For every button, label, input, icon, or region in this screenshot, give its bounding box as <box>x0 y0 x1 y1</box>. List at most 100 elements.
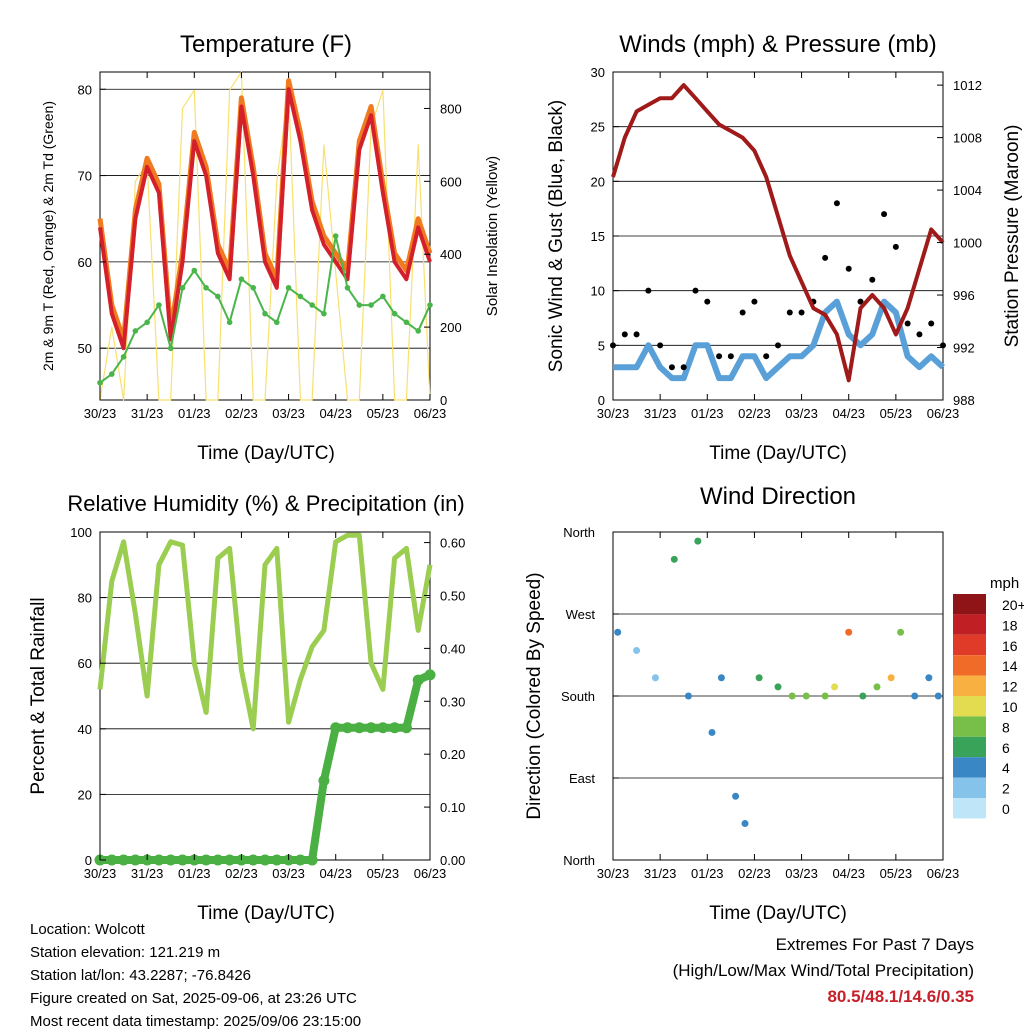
legend-swatch <box>953 655 986 676</box>
winds-x-label: Time (Day/UTC) <box>709 443 847 464</box>
y-tick-label: 80 <box>78 82 92 97</box>
direction-gridlines <box>613 613 943 779</box>
direction-point <box>755 674 763 682</box>
x-tick-label: 05/23 <box>880 866 913 881</box>
x-tick-label: 30/23 <box>597 866 630 881</box>
legend-label: 20+ <box>1002 597 1024 613</box>
x-tick-label: 04/23 <box>319 406 352 421</box>
x-tick-label: 01/23 <box>178 406 211 421</box>
humidity-ticks: 0 20 40 60 80 100 0.00 0.10 0.20 0.30 0.40 0.50 0.60… <box>70 525 465 881</box>
x-tick-label: 03/23 <box>785 406 818 421</box>
temperature-y-right-label: Solar Insolation (Yellow) <box>484 156 501 316</box>
temperature-title: Temperature (F) <box>180 31 352 58</box>
gust-point <box>881 211 888 218</box>
legend-swatch <box>953 696 986 717</box>
speed-legend: mph 20+ 18 16 14 12 10 8 6 4 2 0 <box>953 575 1024 819</box>
temperature-series <box>97 71 433 401</box>
gust-point <box>739 309 746 316</box>
legend-label: 0 <box>1002 801 1010 817</box>
gust-point <box>822 254 829 261</box>
y2-tick-label: 0.60 <box>440 536 465 551</box>
x-tick-label: 06/23 <box>927 866 960 881</box>
extremes-subheading: (High/Low/Max Wind/Total Precipitation) <box>672 961 974 980</box>
x-tick-label: 01/23 <box>691 406 724 421</box>
direction-point <box>859 692 867 700</box>
y-tick-label: 25 <box>591 120 605 135</box>
x-tick-label: 30/23 <box>597 406 630 421</box>
humidity-y-left-label: Percent & Total Rainfall <box>28 597 49 794</box>
direction-point <box>732 792 740 800</box>
station-latlon: Station lat/lon: 43.2287; -76.8426 <box>30 967 252 984</box>
x-tick-label: 30/23 <box>84 866 117 881</box>
x-tick-label: 31/23 <box>644 866 677 881</box>
direction-point <box>614 628 622 636</box>
direction-point <box>684 692 692 700</box>
x-tick-label: 02/23 <box>738 406 771 421</box>
direction-point <box>774 683 782 691</box>
gust-point <box>680 364 687 371</box>
x-tick-label: 02/23 <box>225 406 258 421</box>
x-tick-label: 05/23 <box>367 406 400 421</box>
temperature-x-label: Time (Day/UTC) <box>197 443 335 464</box>
gust-point <box>727 353 734 360</box>
y2-tick-label: 0.00 <box>440 853 465 868</box>
gust-point <box>786 309 793 316</box>
direction-series <box>614 537 942 828</box>
direction-x-label: Time (Day/UTC) <box>709 903 847 924</box>
legend-swatch <box>953 736 986 758</box>
y2-tick-label: 600 <box>440 174 462 189</box>
gust-point <box>916 331 923 338</box>
recent-data-timestamp: Most recent data timestamp: 2025/09/06 2… <box>30 1013 362 1030</box>
y2-tick-label: 400 <box>440 247 462 262</box>
humidity-x-label: Time (Day/UTC) <box>197 903 335 924</box>
speed-legend-title: mph <box>990 575 1019 592</box>
direction-point <box>802 692 810 700</box>
station-info: Location: Wolcott Station elevation: 121… <box>30 918 361 1033</box>
pressure-line <box>611 83 945 383</box>
gust-point <box>928 320 935 327</box>
legend-label: 4 <box>1002 760 1010 776</box>
y-tick-label: 15 <box>591 229 605 244</box>
direction-point <box>741 820 749 828</box>
gust-point <box>798 309 805 316</box>
legend-swatch <box>953 634 986 656</box>
y-tick-label: 5 <box>598 338 605 353</box>
winds-series <box>610 83 946 383</box>
y2-tick-label: 1000 <box>953 236 982 251</box>
winds-y-left-label: Sonic Wind & Gust (Blue, Black) <box>546 100 567 372</box>
sonic-wind-line <box>613 298 946 382</box>
direction-point <box>821 692 829 700</box>
x-tick-label: 03/23 <box>272 866 305 881</box>
extremes-box: Extremes For Past 7 Days (High/Low/Max W… <box>673 932 974 1010</box>
y2-tick-label: 200 <box>440 320 462 335</box>
direction-point <box>873 683 881 691</box>
direction-point <box>831 683 839 691</box>
legend-label: 16 <box>1002 638 1018 654</box>
legend-swatch <box>953 716 986 737</box>
x-tick-label: 06/23 <box>414 866 447 881</box>
y-tick-label: 20 <box>591 174 605 189</box>
legend-label: 6 <box>1002 740 1010 756</box>
direction-point <box>651 674 659 682</box>
y2-tick-label: 992 <box>953 341 975 356</box>
y-tick-label: 60 <box>78 255 92 270</box>
x-tick-label: 04/23 <box>832 866 865 881</box>
gust-point <box>668 364 675 371</box>
y2-tick-label: 0.50 <box>440 588 465 603</box>
y-tick-label: 100 <box>70 525 92 540</box>
legend-swatch <box>953 675 986 696</box>
direction-y-left-label: Direction (Colored By Speed) <box>524 572 545 819</box>
y2-tick-label: 0 <box>440 393 447 408</box>
x-tick-label: 03/23 <box>272 406 305 421</box>
gust-point <box>845 265 852 272</box>
x-tick-label: 05/23 <box>880 406 913 421</box>
figure-created: Figure created on Sat, 2025-09-06, at 23… <box>30 990 357 1007</box>
direction-point <box>670 555 678 563</box>
y2-tick-label: 996 <box>953 288 975 303</box>
legend-swatch <box>953 614 986 635</box>
direction-point <box>845 628 853 636</box>
station-location: Location: Wolcott <box>30 921 145 938</box>
direction-point <box>925 674 933 682</box>
